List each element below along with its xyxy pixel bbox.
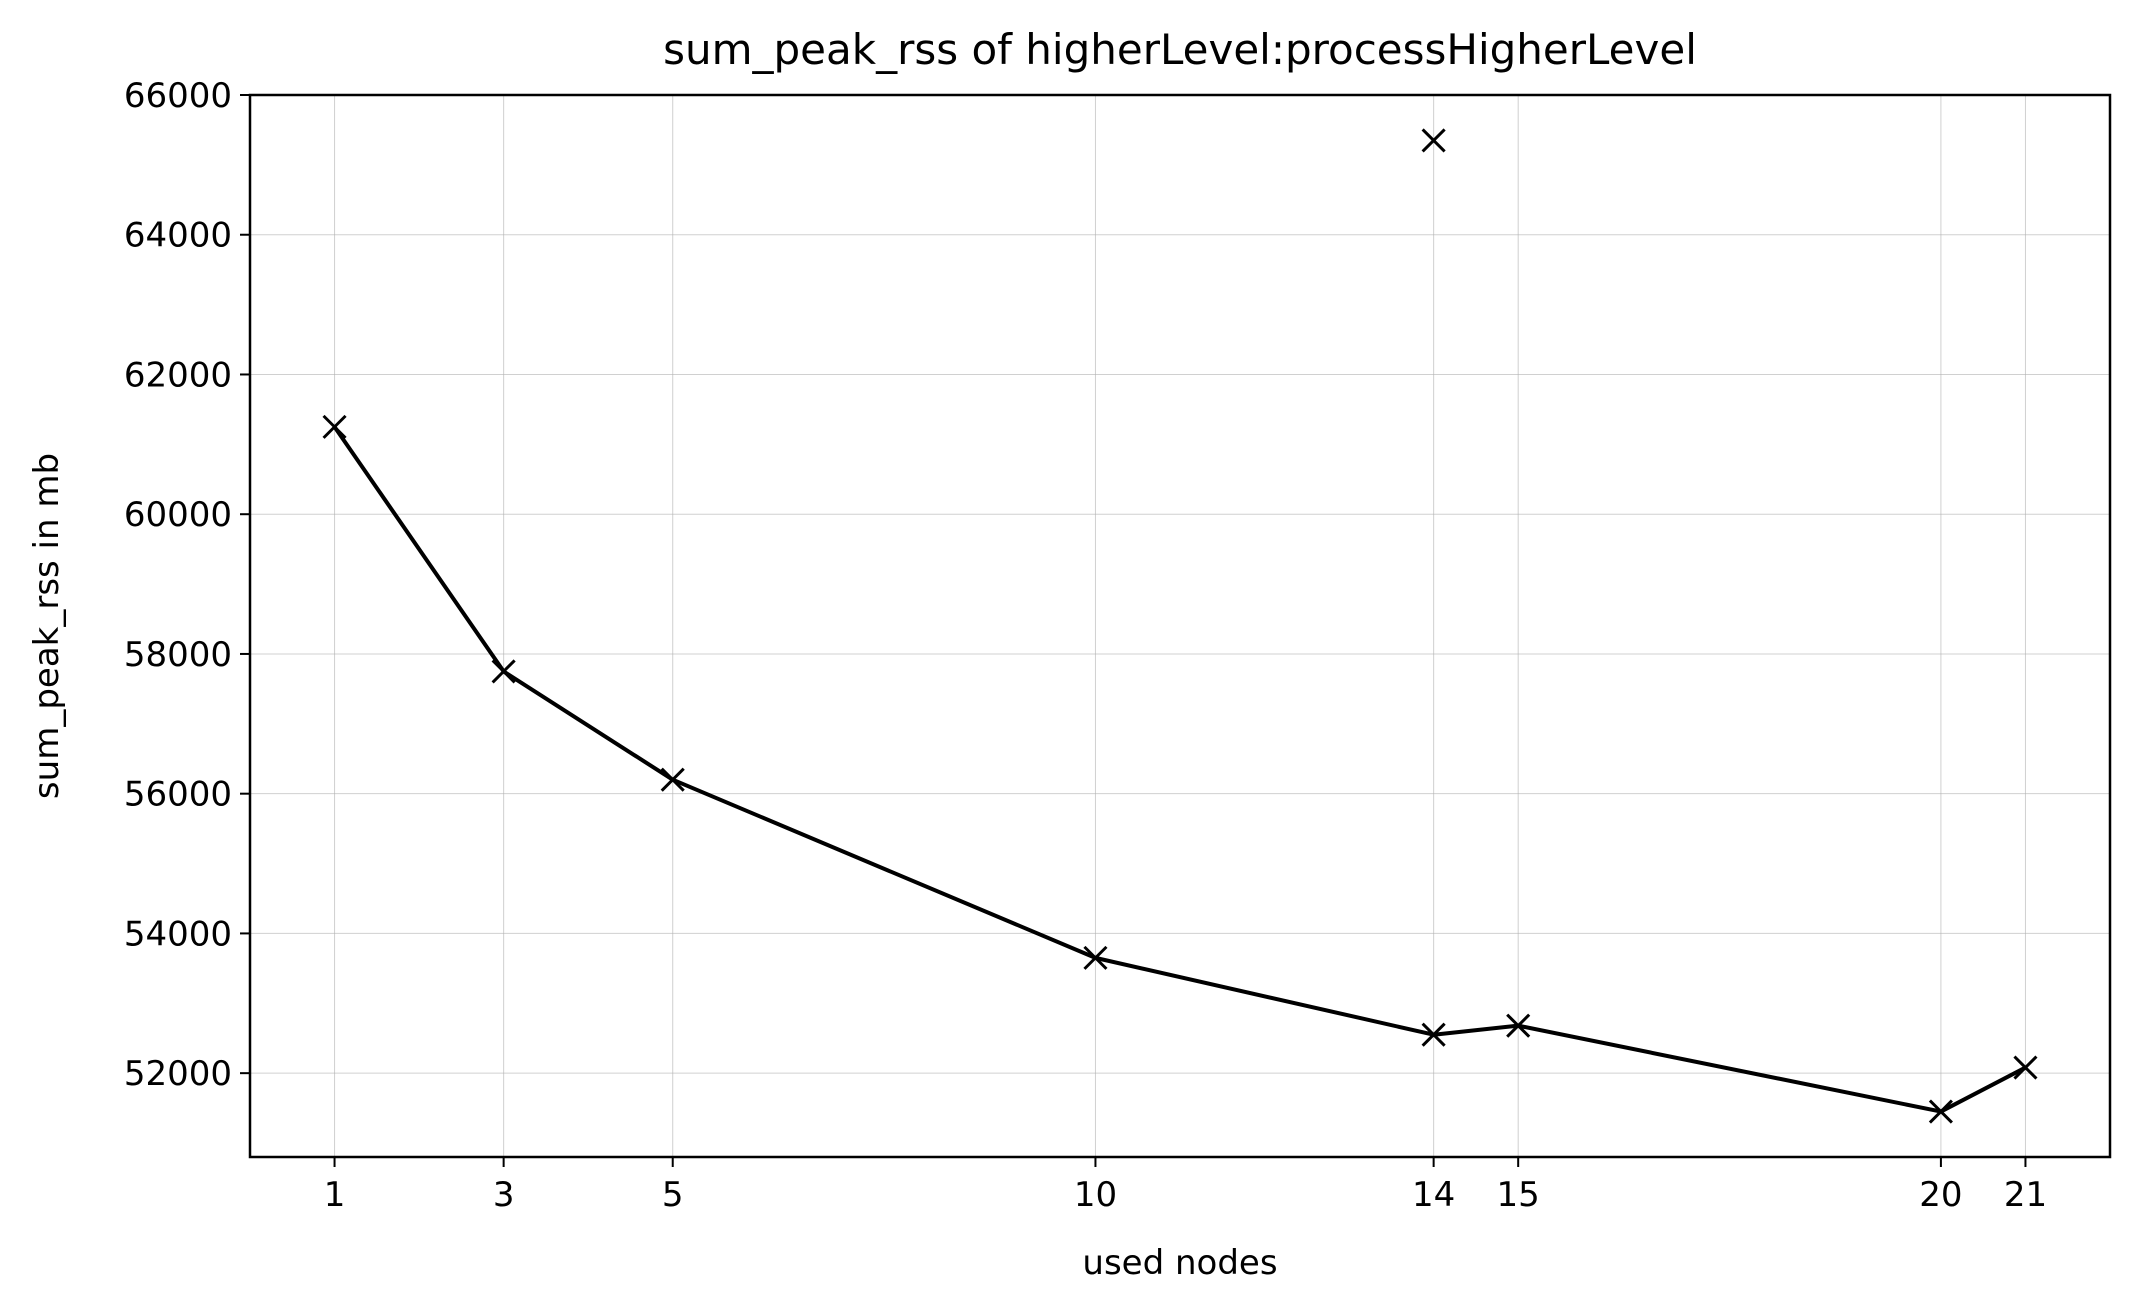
chart-title: sum_peak_rss of higherLevel:processHighe… bbox=[663, 25, 1697, 74]
series-layer bbox=[322, 128, 2038, 1124]
x-tick-label: 20 bbox=[1919, 1175, 1962, 1215]
marker-stroke bbox=[660, 767, 685, 792]
y-tick-label: 60000 bbox=[124, 495, 232, 535]
marker-stroke bbox=[491, 659, 516, 684]
data-point bbox=[2013, 1055, 2038, 1080]
x-tick-label: 15 bbox=[1497, 1175, 1540, 1215]
y-tick-label: 66000 bbox=[124, 76, 232, 116]
marker-stroke bbox=[1083, 945, 1108, 970]
x-tick-label: 21 bbox=[2004, 1175, 2047, 1215]
data-point bbox=[660, 767, 685, 792]
marker-stroke bbox=[1928, 1099, 1953, 1124]
marker-stroke bbox=[1421, 128, 1446, 153]
marker-stroke bbox=[1506, 1013, 1531, 1038]
outlier-point bbox=[1421, 128, 1446, 153]
data-point bbox=[1083, 945, 1108, 970]
x-tick-label: 10 bbox=[1074, 1175, 1117, 1215]
data-point bbox=[322, 414, 347, 439]
marker-stroke bbox=[322, 414, 347, 439]
x-axis-label: used nodes bbox=[1082, 1243, 1277, 1283]
data-point bbox=[1506, 1013, 1531, 1038]
x-tick-label: 1 bbox=[324, 1175, 346, 1215]
y-tick-label: 62000 bbox=[124, 355, 232, 395]
y-axis-label: sum_peak_rss in mb bbox=[27, 453, 67, 799]
plot-frame bbox=[248, 93, 2112, 1159]
y-tick-label: 64000 bbox=[124, 216, 232, 256]
x-tick-label: 5 bbox=[662, 1175, 684, 1215]
data-point bbox=[491, 659, 516, 684]
grid bbox=[250, 94, 2110, 1157]
marker-stroke bbox=[2013, 1055, 2038, 1080]
y-tick-label: 56000 bbox=[124, 775, 232, 815]
y-axis: 52000 54000 56000 58000 60000 62000 64000 66000 bbox=[124, 76, 250, 1094]
y-tick-label: 58000 bbox=[124, 635, 232, 675]
x-tick-label: 3 bbox=[493, 1175, 515, 1215]
data-point bbox=[1421, 1022, 1446, 1047]
data-point bbox=[1928, 1099, 1953, 1124]
x-axis: 1 3 5 10 14 15 20 21 bbox=[324, 1157, 2047, 1215]
marker-stroke bbox=[1421, 1022, 1446, 1047]
y-tick-label: 54000 bbox=[124, 914, 232, 954]
series-line bbox=[332, 425, 2027, 1114]
y-tick-label: 52000 bbox=[124, 1054, 232, 1094]
x-tick-label: 14 bbox=[1412, 1175, 1455, 1215]
